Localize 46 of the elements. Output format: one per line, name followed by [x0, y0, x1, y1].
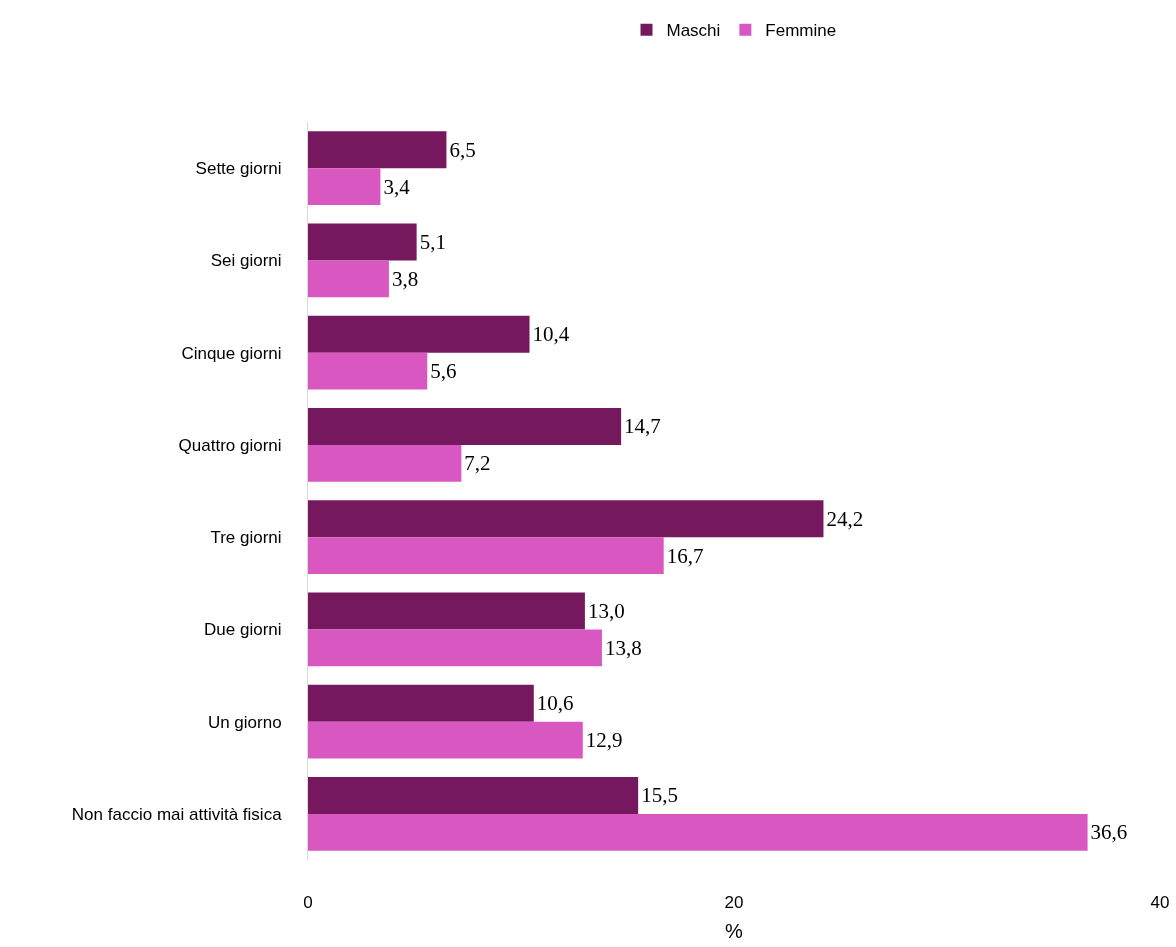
data-label: 10,4 — [532, 322, 570, 347]
data-label: 14,7 — [624, 414, 661, 439]
bar — [308, 444, 462, 482]
x-tick-label: 0 — [303, 893, 313, 912]
y-tick-label: Tre giorni — [210, 528, 282, 548]
data-label: 16,7 — [666, 543, 704, 568]
x-axis-title: % — [725, 919, 744, 942]
data-label: 5,1 — [419, 229, 446, 254]
legend-label: Femmine — [765, 21, 837, 41]
y-tick-label: Cinque giorni — [181, 343, 282, 363]
legend-label: Maschi — [666, 21, 721, 41]
data-label: 36,6 — [1090, 820, 1128, 845]
bar — [308, 776, 639, 814]
data-label: 15,5 — [641, 783, 678, 808]
bar — [308, 223, 417, 261]
bar — [308, 721, 583, 759]
bar — [308, 315, 530, 353]
bar — [308, 352, 428, 390]
bar — [308, 684, 534, 722]
data-label: 12,9 — [585, 728, 623, 753]
bar — [308, 260, 389, 298]
bar — [308, 131, 447, 169]
bar — [308, 629, 602, 667]
data-label: 10,6 — [536, 691, 574, 716]
y-tick-label: Sette giorni — [195, 159, 282, 179]
y-tick-label: Non faccio mai attività fisica — [71, 804, 283, 824]
bar — [308, 168, 381, 206]
x-tick-label: 20 — [724, 893, 744, 912]
y-tick-label: Quattro giorni — [178, 435, 282, 455]
data-label: 24,2 — [826, 506, 864, 531]
data-label: 13,8 — [604, 635, 642, 660]
bar — [308, 500, 824, 538]
data-label: 3,8 — [391, 266, 419, 291]
data-label: 5,6 — [430, 359, 457, 384]
bar — [308, 592, 585, 630]
data-label: 7,2 — [464, 451, 491, 476]
bar — [308, 407, 622, 445]
bar — [308, 813, 1088, 851]
data-label: 13,0 — [587, 598, 625, 623]
y-tick-label: Un giorno — [207, 712, 282, 732]
x-tick-label: 40 — [1150, 893, 1170, 912]
data-label: 6,5 — [449, 137, 476, 162]
y-tick-label: Sei giorni — [210, 251, 282, 271]
bar — [308, 537, 664, 575]
y-tick-label: Due giorni — [204, 620, 282, 640]
data-label: 3,4 — [383, 174, 411, 199]
